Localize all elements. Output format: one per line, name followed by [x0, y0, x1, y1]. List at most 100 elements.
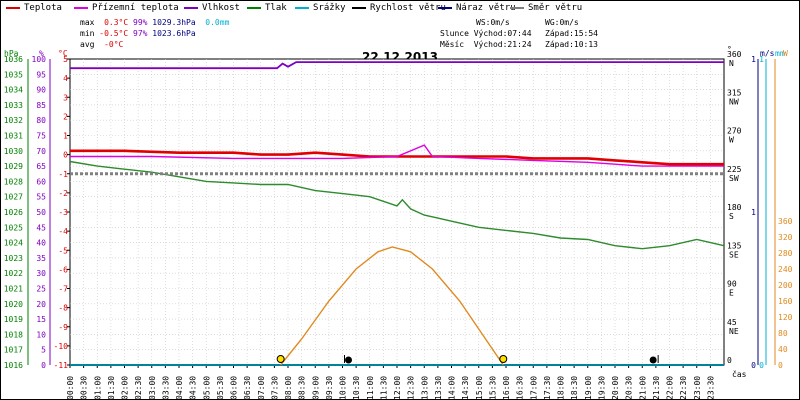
dir-label: N — [729, 59, 734, 68]
sunset-marker — [499, 355, 508, 363]
hpa-tick: 1026 — [4, 208, 23, 217]
hpa-tick: 1029 — [4, 162, 23, 171]
time-tick: 22:30 — [679, 376, 688, 400]
legend-swatch — [6, 6, 20, 9]
time-tick: 23:00 — [693, 376, 702, 400]
w-tick: 320 — [778, 233, 793, 242]
info-sun-rise: Slunce Východ:07:44 — [440, 29, 532, 38]
time-tick: 06:30 — [243, 376, 252, 400]
hpa-tick: 1031 — [4, 132, 23, 141]
deg-unit: ° — [727, 45, 732, 54]
legend-swatch — [438, 6, 452, 9]
hpa-tick: 1023 — [4, 254, 23, 263]
legend-item-5: Rychlost větru — [352, 1, 446, 15]
mm-tick: 1 — [759, 55, 764, 64]
moonrise-marker — [649, 356, 657, 364]
c-tick: 4 — [63, 74, 68, 83]
dir-label: NW — [729, 97, 739, 106]
hpa-tick: 1016 — [4, 361, 23, 370]
dir-label: NE — [729, 327, 739, 336]
c-tick: -3 — [58, 208, 68, 217]
hpa-tick: 1036 — [4, 55, 23, 64]
c-tick: -5 — [58, 246, 68, 255]
hpa-tick: 1028 — [4, 177, 23, 186]
info-ws: WS:0m/s — [476, 18, 510, 27]
dir-tick: 90 — [727, 280, 737, 289]
time-tick: 01:30 — [107, 376, 116, 400]
hpa-tick: 1032 — [4, 116, 23, 125]
time-tick: 04:30 — [189, 376, 198, 400]
time-tick: 20:00 — [611, 376, 620, 400]
legend-swatch — [184, 6, 198, 9]
legend-label: Rychlost větru — [370, 3, 446, 13]
pct-tick: 5 — [41, 346, 46, 355]
pct-tick: 95 — [36, 70, 46, 79]
time-tick: 13:00 — [420, 376, 429, 400]
dir-tick: 180 — [727, 203, 742, 212]
w-tick: 0 — [778, 361, 783, 370]
time-tick: 07:30 — [270, 376, 279, 400]
c-tick: -8 — [58, 304, 68, 313]
hpa-tick: 1017 — [4, 346, 23, 355]
max-hum: 99% — [133, 18, 148, 27]
pct-tick: 55 — [36, 193, 46, 202]
pct-tick: 85 — [36, 101, 46, 110]
w-tick: 360 — [778, 217, 793, 226]
dir-tick: 0 — [727, 356, 732, 365]
hpa-tick: 1027 — [4, 193, 23, 202]
c-tick: 3 — [63, 93, 68, 102]
legend-item-4: Srážky — [295, 1, 346, 15]
w-tick: 200 — [778, 281, 793, 290]
time-tick: 15:30 — [488, 376, 497, 400]
c-tick: -4 — [58, 227, 68, 236]
time-tick: 14:30 — [461, 376, 470, 400]
stat-avg: avg -0°C — [80, 40, 123, 50]
dir-label: W — [729, 136, 734, 145]
mm-unit: mm — [775, 49, 785, 58]
time-tick: 19:00 — [584, 376, 593, 400]
time-tick: 21:00 — [638, 376, 647, 400]
time-tick: 02:30 — [134, 376, 143, 400]
c-tick: 2 — [63, 112, 68, 121]
legend-label: Přízemní teplota — [92, 3, 179, 13]
hpa-tick: 1034 — [4, 86, 23, 95]
time-tick: 09:30 — [325, 376, 334, 400]
time-tick: 11:30 — [379, 376, 388, 400]
time-tick: 05:00 — [202, 376, 211, 400]
time-tick: 06:00 — [230, 376, 239, 400]
legend-item-6: Náraz větru — [438, 1, 516, 15]
hpa-tick: 1033 — [4, 101, 23, 110]
pct-tick: 20 — [36, 300, 46, 309]
pct-tick: 0 — [41, 361, 46, 370]
time-tick: 07:00 — [257, 376, 266, 400]
legend-swatch — [352, 6, 366, 9]
hpa-tick: 1019 — [4, 315, 23, 324]
legend-label: Náraz větru — [456, 3, 516, 13]
pct-tick: 25 — [36, 285, 46, 294]
time-tick: 14:00 — [448, 376, 457, 400]
pct-tick: 90 — [36, 86, 46, 95]
dir-label: E — [729, 289, 734, 298]
legend-swatch — [510, 6, 524, 9]
max-rain: 0.0mm — [205, 18, 230, 27]
time-tick: 08:00 — [284, 376, 293, 400]
c-tick: 1 — [63, 132, 68, 141]
stat-max: max 0.3°C 99% 1029.3hPa 0.0mm — [80, 18, 229, 28]
ms-tick: 0 — [751, 361, 756, 370]
time-tick: 04:00 — [175, 376, 184, 400]
time-tick: 15:00 — [475, 376, 484, 400]
ms-unit: m/s — [760, 49, 775, 58]
legend-swatch — [247, 6, 261, 9]
w-tick: 120 — [778, 313, 793, 322]
min-press: 1023.6hPa — [152, 29, 196, 38]
ms-tick: 1 — [751, 208, 756, 217]
pct-tick: 45 — [36, 223, 46, 232]
hpa-tick: 1022 — [4, 269, 23, 278]
mm-tick: 0 — [759, 361, 764, 370]
c-tick: -9 — [58, 323, 68, 332]
series-sun — [280, 246, 504, 366]
dir-tick: 225 — [727, 165, 742, 174]
pct-tick: 60 — [36, 177, 46, 186]
legend-item-1: Přízemní teplota — [74, 1, 179, 15]
time-tick: 17:30 — [543, 376, 552, 400]
